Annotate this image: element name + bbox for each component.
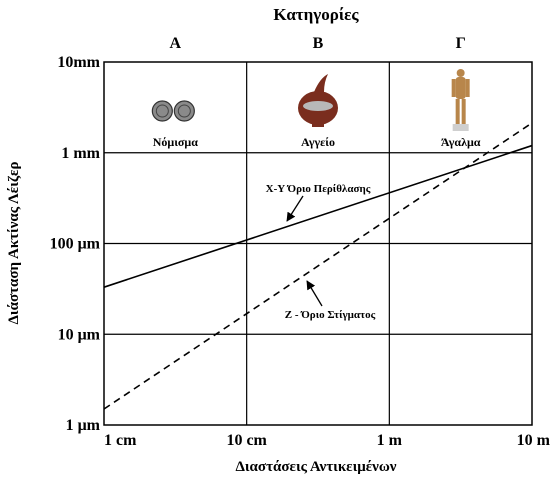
- y-tick-label: 1 μm: [66, 417, 101, 434]
- y-tick-label: 1 mm: [61, 145, 100, 162]
- y-tick-label: 100 μm: [50, 236, 101, 253]
- tick-labels: 1 cm 10 cm 1 m 10 m 10mm 1 mm 100 μm 10 μm 1 μm: [50, 54, 551, 449]
- series-group: [103, 122, 533, 410]
- category-name: Άγαλμα: [441, 135, 481, 149]
- coins-icon: [151, 100, 195, 122]
- vase-spout: [314, 74, 328, 92]
- categories: Α Νόμισμα Β Αγγείο Γ Άγαλμα: [151, 35, 481, 149]
- vase-band: [303, 101, 333, 111]
- coin-2: [173, 100, 195, 122]
- statue-arm-left: [451, 79, 456, 97]
- statue-base: [452, 124, 469, 131]
- x-tick-label: 1 m: [377, 432, 403, 449]
- x-axis-label: Διαστάσεις Αντικειμένων: [236, 459, 397, 475]
- statue-leg-left: [455, 99, 460, 124]
- statue-icon: [451, 69, 470, 131]
- category-name: Νόμισμα: [153, 135, 199, 149]
- category-letter: Γ: [456, 35, 466, 52]
- vase-foot: [312, 123, 324, 127]
- category-name: Αγγείο: [301, 135, 335, 149]
- statue-arm-right: [465, 79, 470, 97]
- x-tick-label: 1 cm: [104, 432, 137, 449]
- vase-icon: [298, 74, 338, 127]
- category-letter: Β: [313, 35, 324, 52]
- annotations: X-Y Όριο Περίθλασης Z - Όριο Στίγματος: [266, 183, 376, 321]
- statue-leg-right: [461, 99, 466, 124]
- x-tick-label: 10 m: [517, 432, 551, 449]
- annotation-arrow: [306, 280, 323, 307]
- grid: [103, 61, 533, 426]
- series-line-xy: [103, 144, 533, 288]
- annotation-label: Z - Όριο Στίγματος: [285, 309, 376, 321]
- coin-2-relief: [177, 104, 191, 118]
- coin-1-relief: [155, 104, 169, 118]
- statue-head: [456, 69, 465, 77]
- category-letter: Α: [170, 35, 182, 52]
- chart-title: Κατηγορίες: [273, 5, 359, 24]
- x-tick-label: 10 cm: [226, 432, 267, 449]
- series-line-z: [103, 122, 533, 410]
- statue-torso: [455, 77, 466, 99]
- y-axis-label: Διάσταση Ακτίνας Λέιζερ: [6, 162, 22, 325]
- annotation-label: X-Y Όριο Περίθλασης: [266, 183, 371, 195]
- y-tick-label: 10mm: [57, 54, 100, 71]
- coin-1: [151, 100, 173, 122]
- y-tick-label: 10 μm: [58, 326, 101, 343]
- annotation-arrow: [286, 195, 304, 222]
